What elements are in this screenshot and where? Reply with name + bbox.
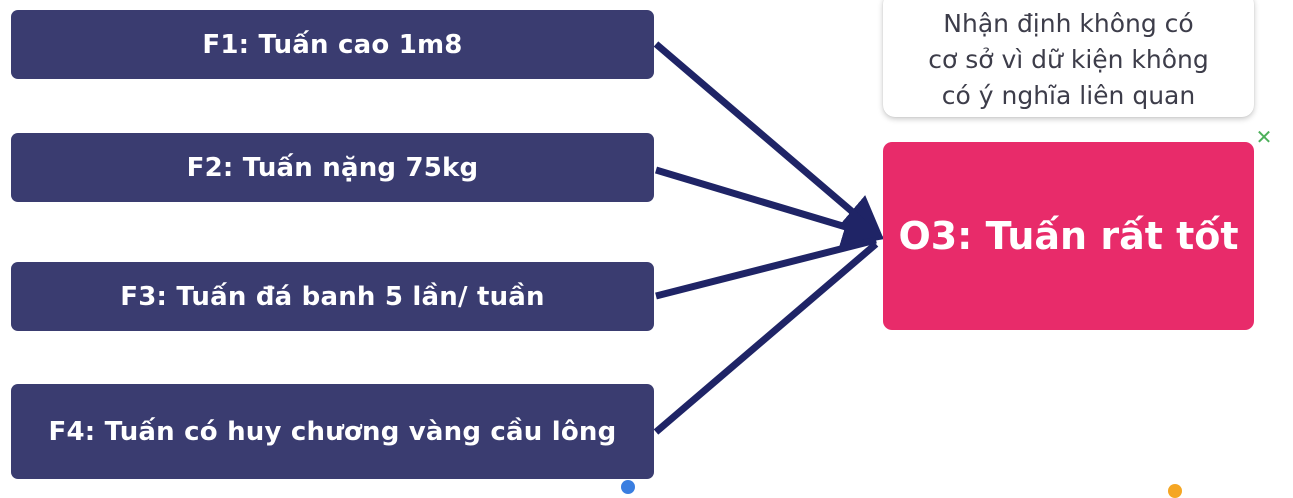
outcome-label: O3: Tuấn rất tốt — [898, 214, 1239, 258]
fact-label: F1: Tuấn cao 1m8 — [202, 29, 463, 60]
note-line: có ý nghĩa liên quan — [941, 81, 1196, 110]
close-icon[interactable]: ✕ — [1255, 125, 1273, 149]
fact-label: F3: Tuấn đá banh 5 lần/ tuần — [120, 281, 545, 312]
arrow-f2-to-o3 — [654, 166, 886, 247]
note-line: cơ sở vì dữ kiện không — [928, 45, 1209, 74]
fact-label: F2: Tuấn nặng 75kg — [186, 152, 479, 183]
orange-dot-icon — [1168, 484, 1182, 498]
comment-note: Nhận định không có cơ sở vì dữ kiện khôn… — [883, 0, 1254, 117]
fact-box-f2: F2: Tuấn nặng 75kg — [11, 133, 654, 202]
outcome-box-o3: O3: Tuấn rất tốt — [883, 142, 1254, 330]
fact-label: F4: Tuấn có huy chương vàng cầu lông — [48, 416, 617, 447]
arrow-f1-to-o3 — [653, 41, 884, 239]
fact-box-f1: F1: Tuấn cao 1m8 — [11, 10, 654, 79]
arrow-f3-to-o3 — [655, 236, 877, 300]
fact-box-f4: F4: Tuấn có huy chương vàng cầu lông — [11, 384, 654, 479]
blue-dot-icon — [621, 480, 635, 494]
fact-box-f3: F3: Tuấn đá banh 5 lần/ tuần — [11, 262, 654, 331]
note-line: Nhận định không có — [943, 9, 1194, 38]
arrow-f4-to-o3 — [653, 241, 879, 435]
